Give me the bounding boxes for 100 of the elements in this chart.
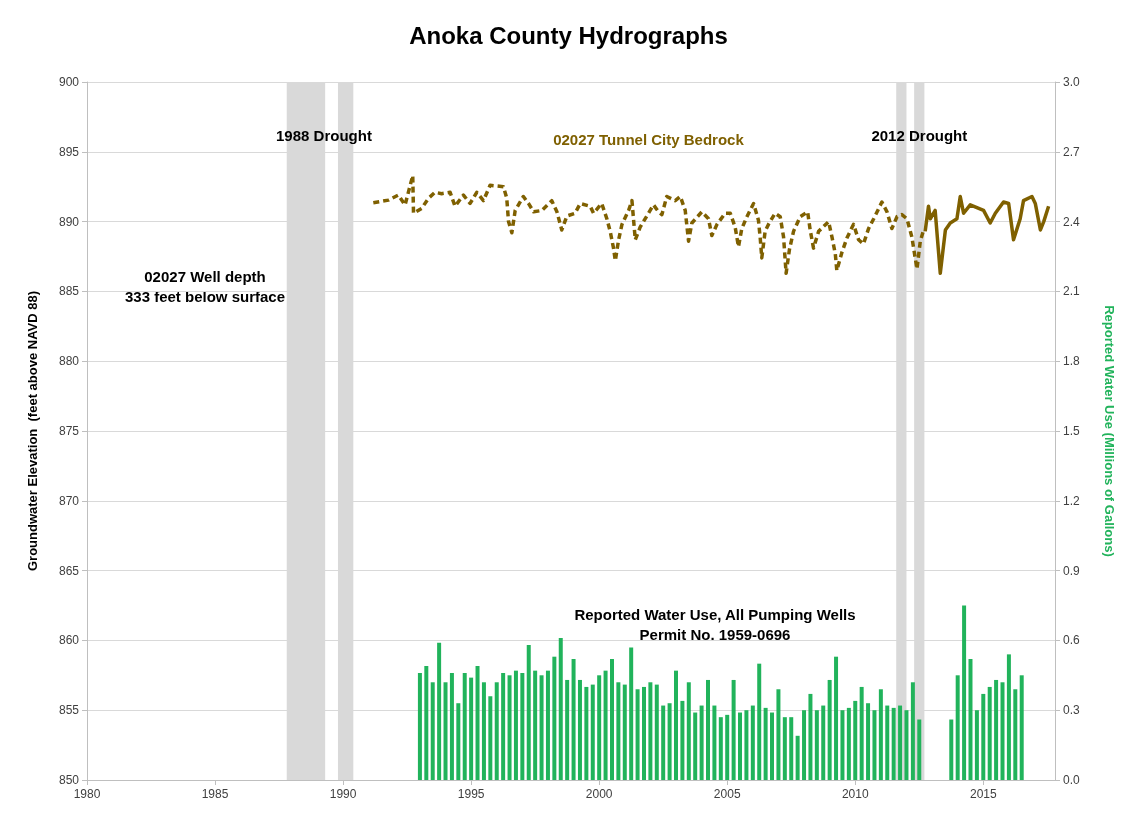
bar — [673, 670, 678, 780]
bar — [974, 710, 979, 780]
bar — [558, 638, 563, 780]
y2-tick-label: 0.9 — [1063, 563, 1081, 578]
annotation: 02027 Well depth 333 feet below surface — [124, 267, 286, 305]
bar — [706, 679, 711, 780]
bar — [680, 700, 685, 780]
bar — [475, 665, 480, 780]
bar — [456, 703, 461, 780]
bar — [840, 710, 845, 780]
bar — [565, 679, 570, 780]
bar — [590, 684, 595, 780]
bar — [577, 679, 582, 780]
x-tick-label: 2005 — [713, 787, 741, 801]
bar — [731, 679, 736, 780]
bar — [834, 656, 839, 780]
y-tick-label: 895 — [58, 144, 80, 159]
y2-tick-label: 2.1 — [1063, 284, 1081, 299]
bar — [891, 707, 896, 780]
bar — [571, 659, 576, 780]
bar — [437, 642, 442, 780]
bar — [481, 682, 486, 780]
bar — [648, 682, 653, 780]
y-tick-label: 885 — [58, 284, 80, 299]
bar — [718, 717, 723, 780]
band-label: 2012 Drought — [871, 127, 968, 144]
bar — [584, 686, 589, 780]
y2-tick-label: 0.0 — [1063, 773, 1081, 787]
bar — [814, 710, 819, 780]
bar — [469, 677, 474, 780]
bar — [699, 705, 704, 780]
bar — [789, 717, 794, 780]
bar — [853, 700, 858, 780]
bar — [641, 686, 646, 780]
bar — [910, 682, 915, 780]
bar — [750, 705, 755, 780]
annotation: Reported Water Use, All Pumping Wells Permit No. 1959-0696 — [574, 605, 856, 643]
bar — [859, 686, 864, 780]
y2-tick-label: 2.4 — [1063, 214, 1081, 229]
bar — [609, 659, 614, 780]
bar — [827, 679, 832, 780]
bar — [866, 703, 871, 780]
y-tick-label: 900 — [58, 75, 80, 89]
bar — [449, 672, 454, 780]
y2-tick-label: 1.5 — [1063, 424, 1081, 438]
bar — [744, 710, 749, 780]
x-tick-label: 1980 — [73, 787, 101, 801]
bar — [1019, 675, 1024, 780]
bar — [526, 645, 531, 780]
bar — [763, 707, 768, 780]
x-tick-label: 2000 — [585, 787, 613, 801]
bar — [417, 672, 422, 780]
y-axis-title: Groundwater Elevation (feet above NAVD 88) — [25, 290, 40, 572]
bar — [545, 670, 550, 780]
bar — [654, 684, 659, 780]
x-tick-label: 2015 — [969, 787, 997, 801]
bar — [1013, 689, 1018, 780]
bar — [494, 682, 499, 780]
text: 02027 Tunnel City Bedrock — [553, 130, 745, 148]
bar — [757, 663, 762, 780]
bar — [430, 682, 435, 780]
y-tick-label: 860 — [58, 633, 80, 648]
y-tick-label: 890 — [58, 214, 80, 229]
y-tick-label: 855 — [58, 703, 80, 718]
chart-title: Anoka County Hydrographs — [409, 21, 728, 49]
bar — [994, 679, 999, 780]
bar — [949, 719, 954, 780]
bar — [808, 693, 813, 780]
bar — [552, 656, 557, 780]
y2-tick-label: 0.3 — [1063, 703, 1081, 718]
y-tick-label: 880 — [58, 354, 80, 369]
bar — [955, 675, 960, 780]
bar — [661, 705, 666, 780]
x-tick-label: 1985 — [201, 787, 229, 801]
bar — [520, 672, 525, 780]
bar — [686, 682, 691, 780]
bar — [898, 705, 903, 780]
bar — [616, 682, 621, 780]
bar — [501, 672, 506, 780]
bar — [622, 684, 627, 780]
y-tick-label: 870 — [58, 493, 80, 508]
y2-tick-label: 2.7 — [1063, 144, 1081, 159]
bar — [872, 710, 877, 780]
bar — [1000, 682, 1005, 780]
bar — [693, 712, 698, 780]
bar — [725, 714, 730, 780]
bar — [846, 707, 851, 780]
bar — [795, 735, 800, 780]
bar — [507, 675, 512, 780]
y2-tick-label: 0.6 — [1063, 633, 1081, 648]
bar — [802, 710, 807, 780]
y-tick-label: 875 — [58, 424, 80, 438]
x-tick-label: 1995 — [457, 787, 485, 801]
bar — [488, 696, 493, 780]
bar — [667, 703, 672, 780]
y-tick-label: 865 — [58, 563, 80, 578]
bar — [776, 689, 781, 780]
bar — [782, 717, 787, 780]
bar — [635, 689, 640, 780]
bar — [629, 647, 634, 780]
